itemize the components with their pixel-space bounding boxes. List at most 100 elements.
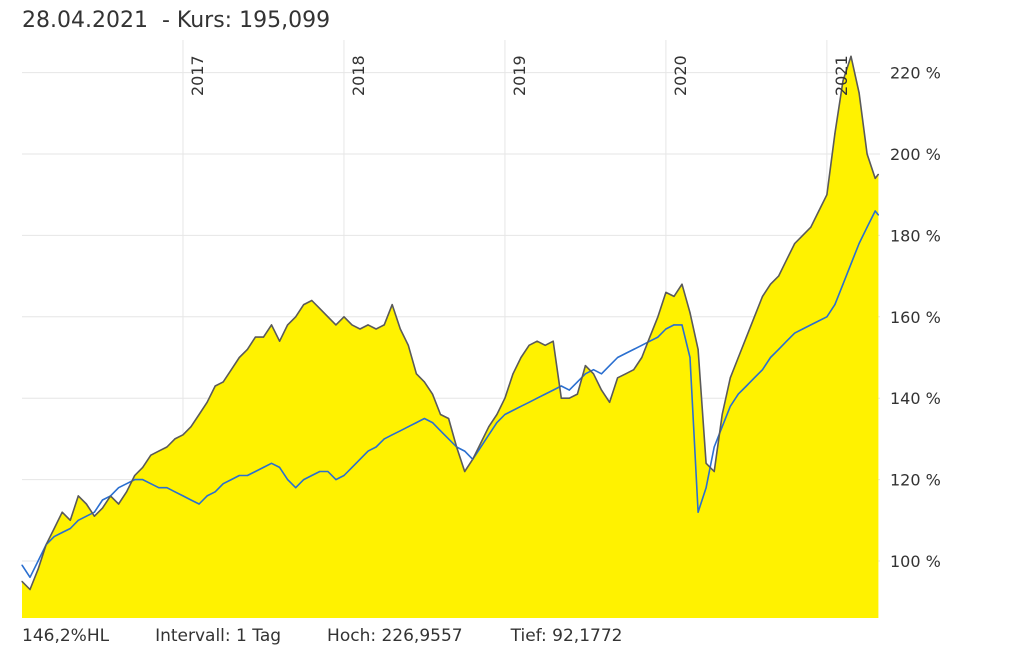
- compare-point: [383, 438, 385, 440]
- compare-point: [625, 352, 627, 354]
- axis-layer: 100 % 120 % 140 % 160 % 180 % 200 % 220 % 2017 2…: [188, 55, 941, 571]
- compare-point: [166, 487, 168, 489]
- main-point: [858, 92, 860, 94]
- compare-point: [262, 466, 265, 468]
- main-point: [633, 369, 635, 371]
- compare-point: [826, 316, 828, 318]
- compare-point: [53, 536, 55, 538]
- main-point: [697, 348, 699, 350]
- compare-point: [214, 491, 216, 493]
- main-point: [786, 259, 788, 261]
- main-point: [415, 373, 417, 375]
- main-point: [480, 442, 482, 444]
- compare-point: [399, 430, 401, 432]
- y-tick-label: 220 %: [890, 64, 941, 83]
- compare-point: [351, 466, 353, 468]
- main-point: [246, 348, 248, 350]
- main-point: [335, 324, 337, 326]
- compare-point: [367, 450, 369, 452]
- main-point: [254, 336, 256, 338]
- main-point: [391, 304, 393, 306]
- compare-point: [37, 560, 39, 562]
- main-point: [53, 527, 55, 530]
- y-tick-label: 160 %: [890, 308, 941, 327]
- main-point: [423, 381, 425, 383]
- compare-point: [834, 304, 836, 306]
- compare-point: [544, 393, 546, 395]
- main-point: [359, 328, 361, 330]
- compare-point: [343, 474, 345, 477]
- compare-point: [270, 462, 273, 464]
- compare-point: [850, 263, 852, 265]
- x-tick-label: 2021: [832, 55, 851, 96]
- compare-point: [327, 470, 329, 473]
- main-point: [866, 153, 868, 155]
- main-point: [295, 316, 297, 318]
- compare-point: [568, 389, 570, 391]
- area-layer: [22, 56, 879, 619]
- compare-point: [21, 564, 23, 566]
- main-point: [576, 393, 579, 395]
- x-tick-label: 2018: [349, 55, 368, 96]
- main-point: [134, 474, 136, 477]
- x-tick-label: 2019: [510, 55, 529, 96]
- main-point: [77, 495, 79, 497]
- compare-point: [439, 430, 442, 432]
- main-point: [592, 373, 595, 375]
- line-layer: [21, 55, 880, 591]
- main-point: [560, 397, 562, 399]
- compare-point: [874, 210, 876, 212]
- compare-point: [713, 446, 715, 448]
- compare-point: [633, 348, 635, 350]
- compare-point: [802, 328, 804, 330]
- compare-point: [109, 495, 112, 497]
- main-point: [126, 491, 128, 493]
- compare-point: [617, 356, 619, 359]
- compare-point: [528, 401, 530, 403]
- chart-footer: 146,2%HL Intervall: 1 Tag Hoch: 226,9557 Ti…: [22, 626, 622, 646]
- compare-point: [238, 474, 240, 477]
- compare-point: [721, 426, 723, 428]
- compare-point: [761, 369, 764, 371]
- main-point: [367, 324, 369, 326]
- compare-point: [319, 470, 321, 473]
- footer-tief: Tief: 92,1772: [510, 626, 623, 646]
- compare-point: [600, 373, 603, 375]
- compare-point: [472, 458, 474, 460]
- compare-point: [182, 495, 184, 497]
- compare-point: [584, 373, 587, 375]
- compare-point: [423, 417, 425, 420]
- compare-point: [142, 479, 144, 481]
- main-point: [399, 328, 401, 330]
- footer-hl: 146,2%HL: [22, 626, 110, 646]
- compare-point: [391, 434, 393, 436]
- compare-point: [118, 487, 120, 489]
- y-tick-label: 180 %: [890, 226, 941, 245]
- compare-point: [335, 479, 337, 481]
- footer-intervall: Intervall: 1 Tag: [155, 626, 282, 646]
- main-point: [520, 356, 522, 359]
- compare-point: [279, 466, 281, 468]
- main-point: [222, 381, 224, 383]
- main-point: [375, 328, 377, 330]
- compare-point: [673, 324, 675, 326]
- main-point: [794, 242, 796, 245]
- compare-point: [769, 356, 772, 359]
- compare-point: [134, 479, 136, 481]
- compare-point: [609, 365, 611, 367]
- main-point: [448, 417, 450, 420]
- main-point: [778, 275, 780, 277]
- main-point: [431, 393, 434, 395]
- main-point: [303, 304, 305, 306]
- main-point: [721, 413, 723, 416]
- compare-point: [158, 487, 160, 489]
- main-point: [262, 336, 265, 338]
- main-point: [279, 340, 281, 342]
- compare-point: [190, 499, 192, 501]
- main-point: [93, 515, 95, 517]
- main-point: [29, 588, 31, 591]
- compare-point: [592, 369, 595, 371]
- main-point: [69, 519, 71, 521]
- main-point: [311, 299, 313, 302]
- main-point: [504, 397, 506, 399]
